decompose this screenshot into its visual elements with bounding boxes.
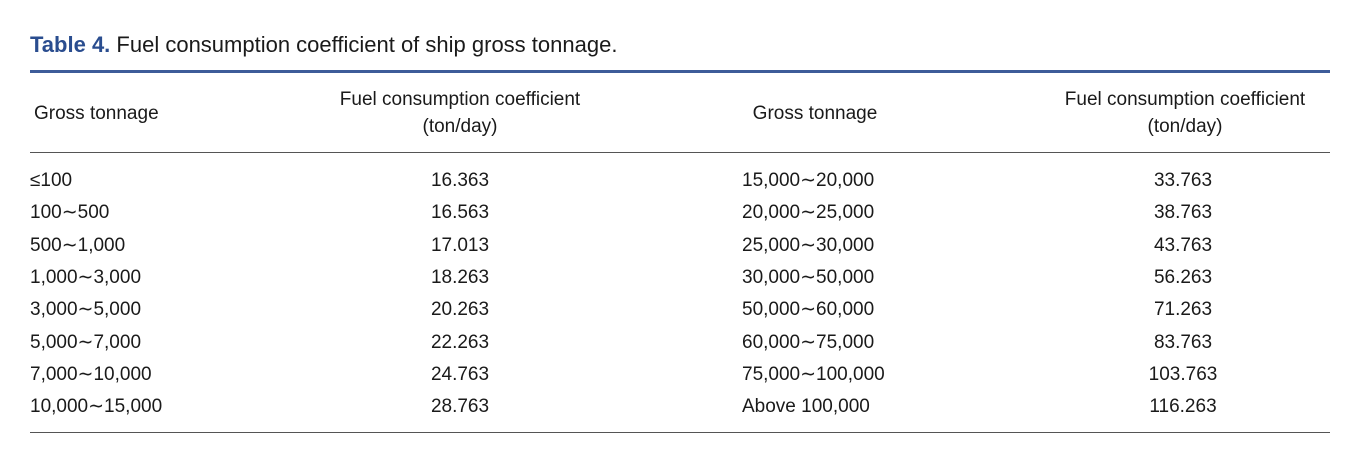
cell-coefficient-left: 16.563 (430, 202, 490, 224)
cell-tonnage-left: ≤100 (30, 170, 73, 191)
header-fuel-coefficient-2-unit: (ton/day) (1147, 116, 1223, 137)
cell-coefficient-right: 103.763 (1148, 363, 1218, 385)
cell-tonnage-left: 1,000∼3,000 (30, 266, 142, 288)
cell-tonnage-right: 75,000∼100,000 (742, 363, 885, 385)
cell-tonnage-right: 30,000∼50,000 (742, 266, 875, 288)
cell-coefficient-right: 56.263 (1153, 266, 1213, 288)
header-fuel-coefficient-2: Fuel consumption coefficient (ton/day) (1030, 86, 1340, 140)
cell-tonnage-left: 100∼500 (30, 202, 110, 224)
header-fuel-coefficient-1-line1: Fuel consumption coefficient (339, 89, 581, 110)
cell-tonnage-left: 3,000∼5,000 (30, 299, 142, 321)
table-top-rule (30, 70, 1330, 73)
cell-tonnage-right: 60,000∼75,000 (742, 331, 875, 353)
cell-tonnage-right: 50,000∼60,000 (742, 299, 875, 321)
header-fuel-coefficient-1-unit: (ton/day) (422, 116, 498, 137)
header-gross-tonnage-2: Gross tonnage (752, 103, 878, 124)
cell-tonnage-left: 7,000∼10,000 (30, 363, 152, 385)
cell-tonnage-right: 25,000∼30,000 (742, 234, 875, 256)
cell-tonnage-left: 500∼1,000 (30, 234, 126, 256)
cell-coefficient-left: 24.763 (430, 363, 490, 385)
cell-coefficient-right: 33.763 (1153, 170, 1213, 191)
table-caption-text: Fuel consumption coefficient of ship gro… (116, 32, 618, 57)
cell-coefficient-right: 43.763 (1153, 234, 1213, 256)
cell-coefficient-right: 38.763 (1153, 202, 1213, 224)
table-bottom-rule (30, 432, 1330, 433)
header-divider-rule (30, 152, 1330, 153)
cell-coefficient-left: 18.263 (430, 266, 490, 288)
cell-coefficient-left: 17.013 (430, 234, 490, 256)
cell-coefficient-right: 71.263 (1153, 299, 1213, 321)
cell-coefficient-right: 116.263 (1149, 396, 1217, 418)
header-fuel-coefficient-1: Fuel consumption coefficient (ton/day) (300, 86, 620, 140)
header-fuel-coefficient-2-line1: Fuel consumption coefficient (1064, 89, 1306, 110)
cell-tonnage-right: Above 100,000 (742, 396, 870, 418)
cell-coefficient-left: 28.763 (430, 396, 490, 418)
cell-coefficient-right: 83.763 (1153, 331, 1213, 353)
header-gross-tonnage-1: Gross tonnage (34, 103, 159, 124)
cell-coefficient-left: 20.263 (430, 299, 490, 321)
cell-tonnage-right: 15,000∼20,000 (742, 170, 875, 191)
cell-coefficient-left: 22.263 (430, 331, 490, 353)
cell-tonnage-left: 5,000∼7,000 (30, 331, 142, 353)
table-caption-label: Table 4. (30, 32, 111, 57)
table-caption: Table 4. Fuel consumption coefficient of… (30, 30, 617, 60)
cell-tonnage-left: 10,000∼15,000 (30, 396, 163, 418)
cell-tonnage-right: 20,000∼25,000 (742, 202, 875, 224)
cell-coefficient-left: 16.363 (430, 170, 490, 191)
